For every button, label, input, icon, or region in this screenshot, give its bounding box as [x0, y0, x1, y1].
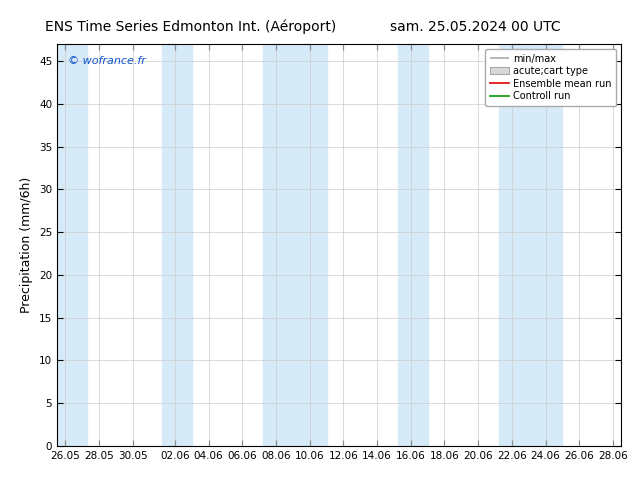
- Bar: [398, 44, 427, 446]
- Bar: [499, 44, 562, 446]
- Text: ENS Time Series Edmonton Int. (Aéroport): ENS Time Series Edmonton Int. (Aéroport): [44, 20, 336, 34]
- Text: © wofrance.fr: © wofrance.fr: [68, 56, 146, 66]
- Legend: min/max, acute;cart type, Ensemble mean run, Controll run: min/max, acute;cart type, Ensemble mean …: [485, 49, 616, 106]
- Bar: [263, 44, 327, 446]
- Y-axis label: Precipitation (mm/6h): Precipitation (mm/6h): [20, 177, 34, 313]
- Bar: [162, 44, 192, 446]
- Bar: [57, 44, 86, 446]
- Text: sam. 25.05.2024 00 UTC: sam. 25.05.2024 00 UTC: [390, 20, 561, 34]
